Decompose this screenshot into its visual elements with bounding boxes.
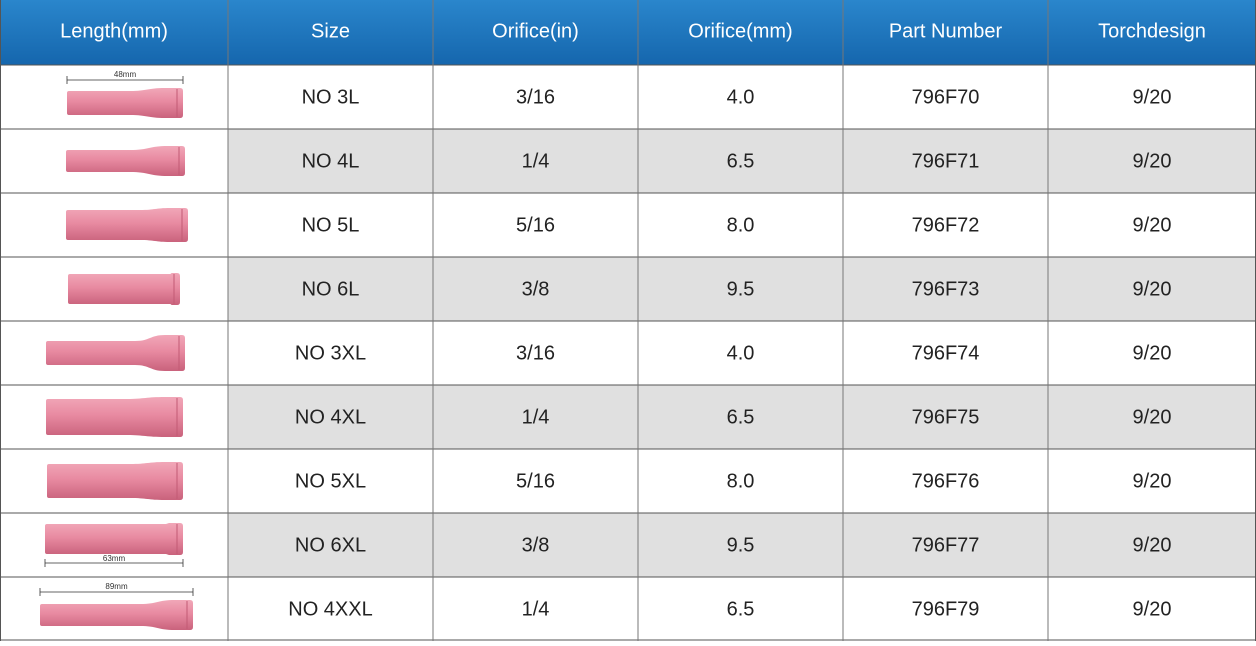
cell-text: 796F71 xyxy=(912,150,980,172)
cell-text: NO 4XL xyxy=(295,406,366,428)
row-bg xyxy=(228,129,1256,193)
cell-text: 796F74 xyxy=(912,342,980,364)
cell-text: 6.5 xyxy=(727,150,755,172)
cell-text: 3/16 xyxy=(516,342,555,364)
cell-text: 9/20 xyxy=(1133,406,1172,428)
header-bg xyxy=(0,0,1256,65)
cell-text: NO 5L xyxy=(302,214,360,236)
row-bg xyxy=(228,257,1256,321)
nozzle-image xyxy=(47,462,183,500)
nozzle-image xyxy=(66,208,188,242)
cell-text: 1/4 xyxy=(522,598,550,620)
header-cell: Length(mm) xyxy=(60,20,168,42)
cell-text: NO 4L xyxy=(302,150,360,172)
header-cell: Orifice(in) xyxy=(492,20,579,42)
cell-text: NO 6L xyxy=(302,278,360,300)
cell-text: 796F77 xyxy=(912,534,980,556)
header-cell: Orifice(mm) xyxy=(688,20,792,42)
cell-text: 9/20 xyxy=(1133,86,1172,108)
cell-text: 796F79 xyxy=(912,598,980,620)
cell-text: 796F75 xyxy=(912,406,980,428)
cell-text: 796F73 xyxy=(912,278,980,300)
cell-text: 9.5 xyxy=(727,534,755,556)
cell-text: 1/4 xyxy=(522,406,550,428)
row-bg xyxy=(228,385,1256,449)
cell-text: NO 4XXL xyxy=(288,598,372,620)
cell-text: 3/8 xyxy=(522,534,550,556)
cell-text: 5/16 xyxy=(516,470,555,492)
nozzle-image xyxy=(45,523,183,555)
cell-text: 6.5 xyxy=(727,598,755,620)
nozzle-image xyxy=(46,397,183,437)
header-cell: Part Number xyxy=(889,20,1003,42)
dimension-label: 63mm xyxy=(103,554,126,563)
nozzle-image xyxy=(68,273,180,305)
cell-text: 6.5 xyxy=(727,406,755,428)
cell-text: 8.0 xyxy=(727,214,755,236)
dimension-label: 48mm xyxy=(114,70,137,79)
header-cell: Size xyxy=(311,20,350,42)
cell-text: 796F70 xyxy=(912,86,980,108)
row-bg xyxy=(228,513,1256,577)
cell-text: 796F76 xyxy=(912,470,980,492)
cell-text: 9/20 xyxy=(1133,278,1172,300)
cell-text: 9/20 xyxy=(1133,534,1172,556)
dimension-label: 89mm xyxy=(105,582,128,591)
cell-text: 9/20 xyxy=(1133,598,1172,620)
cell-text: NO 6XL xyxy=(295,534,366,556)
cell-text: 4.0 xyxy=(727,86,755,108)
cell-text: 3/16 xyxy=(516,86,555,108)
cell-text: NO 5XL xyxy=(295,470,366,492)
nozzle-image xyxy=(66,146,185,176)
cell-text: 9/20 xyxy=(1133,150,1172,172)
cell-text: NO 3L xyxy=(302,86,360,108)
cell-text: 5/16 xyxy=(516,214,555,236)
cell-text: 3/8 xyxy=(522,278,550,300)
cell-text: 9/20 xyxy=(1133,342,1172,364)
cell-text: 9/20 xyxy=(1133,214,1172,236)
cell-text: NO 3XL xyxy=(295,342,366,364)
cell-text: 1/4 xyxy=(522,150,550,172)
cell-text: 796F72 xyxy=(912,214,980,236)
cell-text: 8.0 xyxy=(727,470,755,492)
cell-text: 9.5 xyxy=(727,278,755,300)
nozzle-image xyxy=(67,88,183,118)
cell-text: 4.0 xyxy=(727,342,755,364)
nozzle-image xyxy=(46,335,185,371)
nozzle-image xyxy=(40,600,193,630)
header-cell: Torchdesign xyxy=(1098,20,1206,42)
cell-text: 9/20 xyxy=(1133,470,1172,492)
